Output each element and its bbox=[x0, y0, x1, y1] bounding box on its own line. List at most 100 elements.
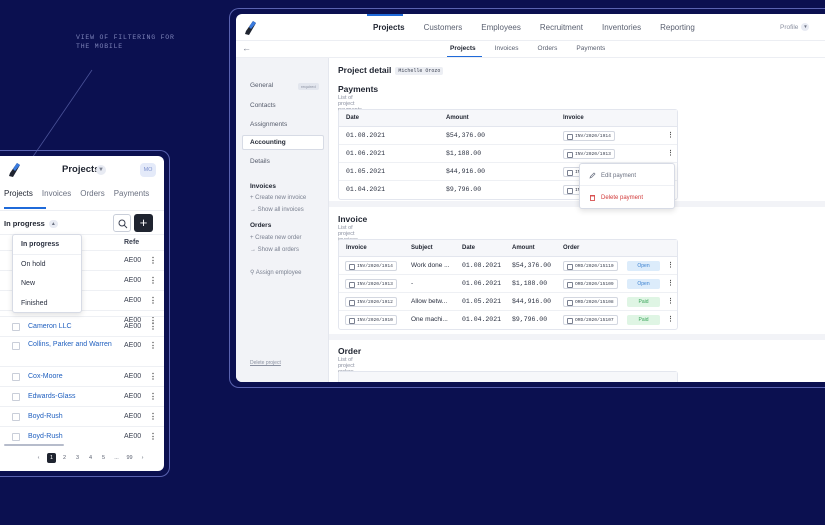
nav-customers[interactable]: Customers bbox=[423, 23, 463, 32]
invoice-chip[interactable]: INV/2020/1914 bbox=[563, 131, 615, 141]
subnav-invoices[interactable]: Invoices bbox=[494, 45, 519, 52]
row-name[interactable]: Boyd-Rush bbox=[28, 413, 63, 420]
table-row[interactable]: INV/2020/1912 Allow betw... 01.05.2021 $… bbox=[339, 293, 677, 311]
scrollbar[interactable] bbox=[4, 444, 64, 446]
row-checkbox[interactable] bbox=[12, 342, 20, 350]
table-row[interactable]: AE00 ⋮ bbox=[0, 250, 164, 270]
table-row[interactable]: 01.06.2021 $1,188.00 INV/2020/1913 ⋮ bbox=[339, 145, 677, 163]
page-button[interactable]: 99 bbox=[126, 455, 133, 461]
invoice-chip[interactable]: INV/2020/1914 bbox=[345, 261, 397, 271]
search-button[interactable] bbox=[113, 214, 131, 232]
delete-project-link[interactable]: Delete project bbox=[250, 360, 281, 366]
table-row[interactable]: AE00 ⋮ bbox=[0, 270, 164, 290]
row-name[interactable]: Boyd-Rush bbox=[28, 433, 63, 440]
nav-recruitment[interactable]: Recruitment bbox=[539, 23, 583, 32]
more-icon[interactable]: ⋮ bbox=[149, 316, 157, 325]
table-row[interactable]: Cameron LLC AE00 ⋮ bbox=[0, 316, 164, 336]
assign-employee-link[interactable]: ⚲ Assign employee bbox=[250, 270, 302, 276]
more-icon[interactable]: ⋮ bbox=[149, 412, 157, 421]
row-name[interactable]: Collins, Parker and Warren bbox=[28, 341, 112, 348]
row-name[interactable]: Edwards-Glass bbox=[28, 393, 76, 400]
row-checkbox[interactable] bbox=[12, 322, 20, 331]
table-row[interactable]: Collins, Parker and Warren AE00 ⋮ bbox=[0, 336, 164, 364]
sidebar-item-details[interactable]: Details bbox=[250, 158, 270, 165]
sidebar-item-contacts[interactable]: Contacts bbox=[250, 102, 276, 109]
dropdown-option-on-hold[interactable]: On hold bbox=[21, 260, 46, 268]
table-row[interactable]: AE00 ⋮ bbox=[0, 310, 164, 330]
tab-payments[interactable]: Payments bbox=[113, 189, 150, 198]
nav-reporting[interactable]: Reporting bbox=[660, 23, 695, 32]
more-icon[interactable]: ⋮ bbox=[149, 256, 157, 265]
more-icon[interactable]: ⋮ bbox=[149, 341, 157, 350]
dropdown-option-new[interactable]: New bbox=[21, 280, 36, 287]
sidebar-item-accounting[interactable]: Accounting bbox=[242, 135, 324, 150]
more-icon[interactable]: ⋮ bbox=[149, 322, 157, 331]
add-project-button[interactable]: + bbox=[134, 214, 153, 232]
table-row[interactable]: Boyd-Rush AE00 ⋮ bbox=[0, 426, 164, 446]
more-icon[interactable]: ⋮ bbox=[149, 372, 157, 381]
create-order-link[interactable]: + Create new order bbox=[250, 235, 302, 241]
subnav-orders[interactable]: Orders bbox=[537, 45, 558, 52]
table-row[interactable]: INV/2020/1914 Work done ... 01.08.2021 $… bbox=[339, 257, 677, 275]
sidebar-item-general[interactable]: General bbox=[250, 82, 274, 89]
more-icon[interactable]: ⋮ bbox=[149, 296, 157, 305]
prev-page-button[interactable]: ‹ bbox=[37, 455, 40, 461]
page-button[interactable]: 1 bbox=[47, 453, 56, 463]
row-checkbox[interactable] bbox=[12, 372, 20, 381]
more-icon[interactable]: ⋮ bbox=[667, 132, 674, 139]
more-icon[interactable]: ⋮ bbox=[149, 392, 157, 401]
invoice-chip[interactable]: INV/2020/1913 bbox=[345, 279, 397, 289]
table-row[interactable]: Cox-Moore AE00 ⋮ bbox=[0, 366, 164, 386]
profile-menu[interactable]: Profile ▼ bbox=[780, 23, 810, 31]
mobile-title[interactable]: Projects bbox=[62, 164, 100, 175]
sidebar-item-assignments[interactable]: Assignments bbox=[250, 121, 288, 128]
table-row[interactable]: 01.08.2021 $54,376.00 INV/2020/1914 ⋮ bbox=[339, 127, 677, 145]
show-invoices-link[interactable]: → Show all invoices bbox=[250, 207, 304, 213]
table-row[interactable]: INV/2020/1913 - 01.06.2021 $1,188.00 ORD… bbox=[339, 275, 677, 293]
table-row[interactable]: AE00 ⋮ bbox=[0, 290, 164, 310]
tab-projects[interactable]: Projects bbox=[4, 189, 33, 198]
row-checkbox[interactable] bbox=[12, 432, 20, 441]
tab-orders[interactable]: Orders bbox=[80, 189, 105, 198]
more-icon[interactable]: ⋮ bbox=[667, 150, 674, 157]
more-icon[interactable]: ⋮ bbox=[667, 262, 674, 269]
row-name[interactable]: Cox-Moore bbox=[28, 373, 63, 380]
invoice-chip[interactable]: INV/2020/1912 bbox=[345, 297, 397, 307]
back-arrow-icon[interactable]: ← bbox=[242, 43, 251, 53]
subnav-payments[interactable]: Payments bbox=[576, 45, 606, 52]
more-icon[interactable]: ⋮ bbox=[149, 276, 157, 285]
more-icon[interactable]: ⋮ bbox=[667, 316, 674, 323]
next-page-button[interactable]: › bbox=[141, 455, 144, 461]
dropdown-option-finished[interactable]: Finished bbox=[21, 299, 48, 307]
avatar[interactable]: MO bbox=[140, 163, 156, 177]
invoice-chip[interactable]: INV/2020/1910 bbox=[345, 315, 397, 325]
nav-employees[interactable]: Employees bbox=[481, 23, 521, 32]
more-icon[interactable]: ⋮ bbox=[149, 432, 157, 441]
more-icon[interactable]: ⋮ bbox=[667, 298, 674, 305]
order-chip[interactable]: ORD/2020/15110 bbox=[563, 261, 618, 271]
status-filter[interactable]: In progress ▲ bbox=[4, 219, 58, 228]
order-chip[interactable]: ORD/2020/15107 bbox=[563, 315, 618, 325]
dropdown-option-in-progress[interactable]: In progress bbox=[13, 235, 81, 255]
page-button[interactable]: 2 bbox=[62, 455, 67, 461]
show-orders-link[interactable]: → Show all orders bbox=[250, 247, 300, 253]
row-checkbox[interactable] bbox=[12, 392, 20, 401]
create-invoice-link[interactable]: + Create new invoice bbox=[250, 195, 307, 201]
subnav-projects[interactable]: Projects bbox=[450, 45, 476, 52]
table-row[interactable]: INV/2020/1910 One machi... 01.04.2021 $9… bbox=[339, 311, 677, 329]
nav-inventories[interactable]: Inventories bbox=[601, 23, 642, 32]
page-button[interactable]: 5 bbox=[101, 455, 106, 461]
tab-invoices[interactable]: Invoices bbox=[41, 189, 72, 198]
nav-projects[interactable]: Projects bbox=[373, 23, 405, 32]
delete-payment-item[interactable]: Delete payment bbox=[589, 194, 643, 201]
edit-payment-item[interactable]: Edit payment bbox=[589, 172, 636, 179]
table-row[interactable]: Boyd-Rush AE00 ⋮ bbox=[0, 406, 164, 426]
more-icon[interactable]: ⋮ bbox=[667, 280, 674, 287]
row-name[interactable]: Cameron LLC bbox=[28, 323, 72, 330]
invoice-chip[interactable]: INV/2020/1913 bbox=[563, 149, 615, 159]
row-checkbox[interactable] bbox=[12, 412, 20, 421]
table-row[interactable]: Edwards-Glass AE00 ⋮ bbox=[0, 386, 164, 406]
order-chip[interactable]: ORD/2020/15109 bbox=[563, 279, 618, 289]
page-button[interactable]: 4 bbox=[88, 455, 93, 461]
order-chip[interactable]: ORD/2020/15108 bbox=[563, 297, 618, 307]
